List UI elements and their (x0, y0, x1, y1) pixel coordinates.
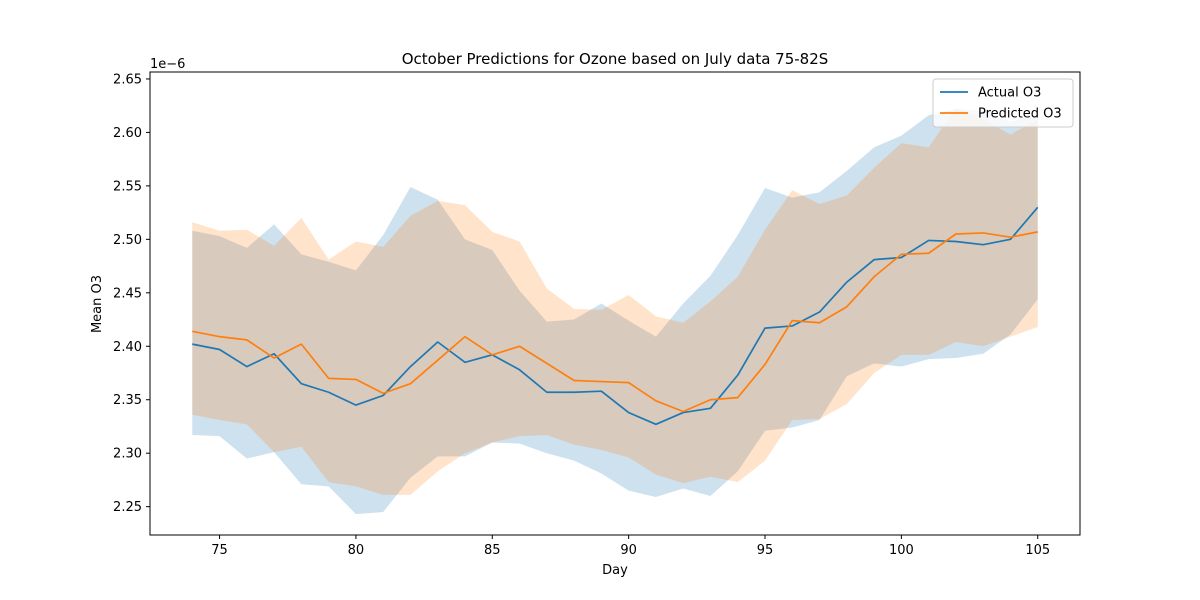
y-tick-label: 2.40 (113, 340, 142, 355)
y-tick-label: 2.35 (113, 393, 142, 408)
y-tick-label: 2.50 (113, 233, 142, 248)
y-axis-label: Mean O3 (90, 275, 105, 333)
y-tick-label: 2.55 (113, 179, 142, 194)
legend-label-actual: Actual O3 (978, 86, 1041, 101)
x-tick-label: 80 (348, 543, 365, 558)
x-tick-label: 85 (484, 543, 501, 558)
series-lines (192, 206, 1039, 426)
x-axis-ticks: 75 80 85 90 95 100 105 (211, 535, 1050, 558)
y-tick-label: 2.45 (113, 286, 142, 301)
predicted-o3-line (192, 231, 1038, 413)
plot-frame (149, 71, 1081, 536)
legend-label-predicted: Predicted O3 (978, 107, 1062, 122)
x-tick-label: 100 (889, 543, 914, 558)
x-tick-label: 75 (211, 543, 228, 558)
y-offset-label: 1e−6 (150, 57, 185, 72)
predicted-o3-confidence-band (192, 107, 1038, 495)
legend-box (932, 78, 1074, 128)
legend: Actual O3 Predicted O3 (932, 78, 1074, 128)
y-tick-label: 2.60 (113, 126, 142, 141)
actual-o3-confidence-band (192, 108, 1038, 515)
confidence-bands (192, 107, 1038, 515)
y-tick-label: 2.30 (113, 447, 142, 462)
x-tick-label: 95 (757, 543, 774, 558)
y-tick-label: 2.25 (113, 500, 142, 515)
x-tick-label: 90 (620, 543, 637, 558)
y-tick-label: 2.65 (113, 72, 142, 87)
x-axis-label: Day (602, 563, 628, 578)
x-tick-label: 105 (1025, 543, 1050, 558)
chart-title: October Predictions for Ozone based on J… (402, 50, 829, 68)
y-axis-ticks: 2.25 2.30 2.35 2.40 2.45 2.50 2.55 2.60 2.65 (113, 72, 150, 515)
